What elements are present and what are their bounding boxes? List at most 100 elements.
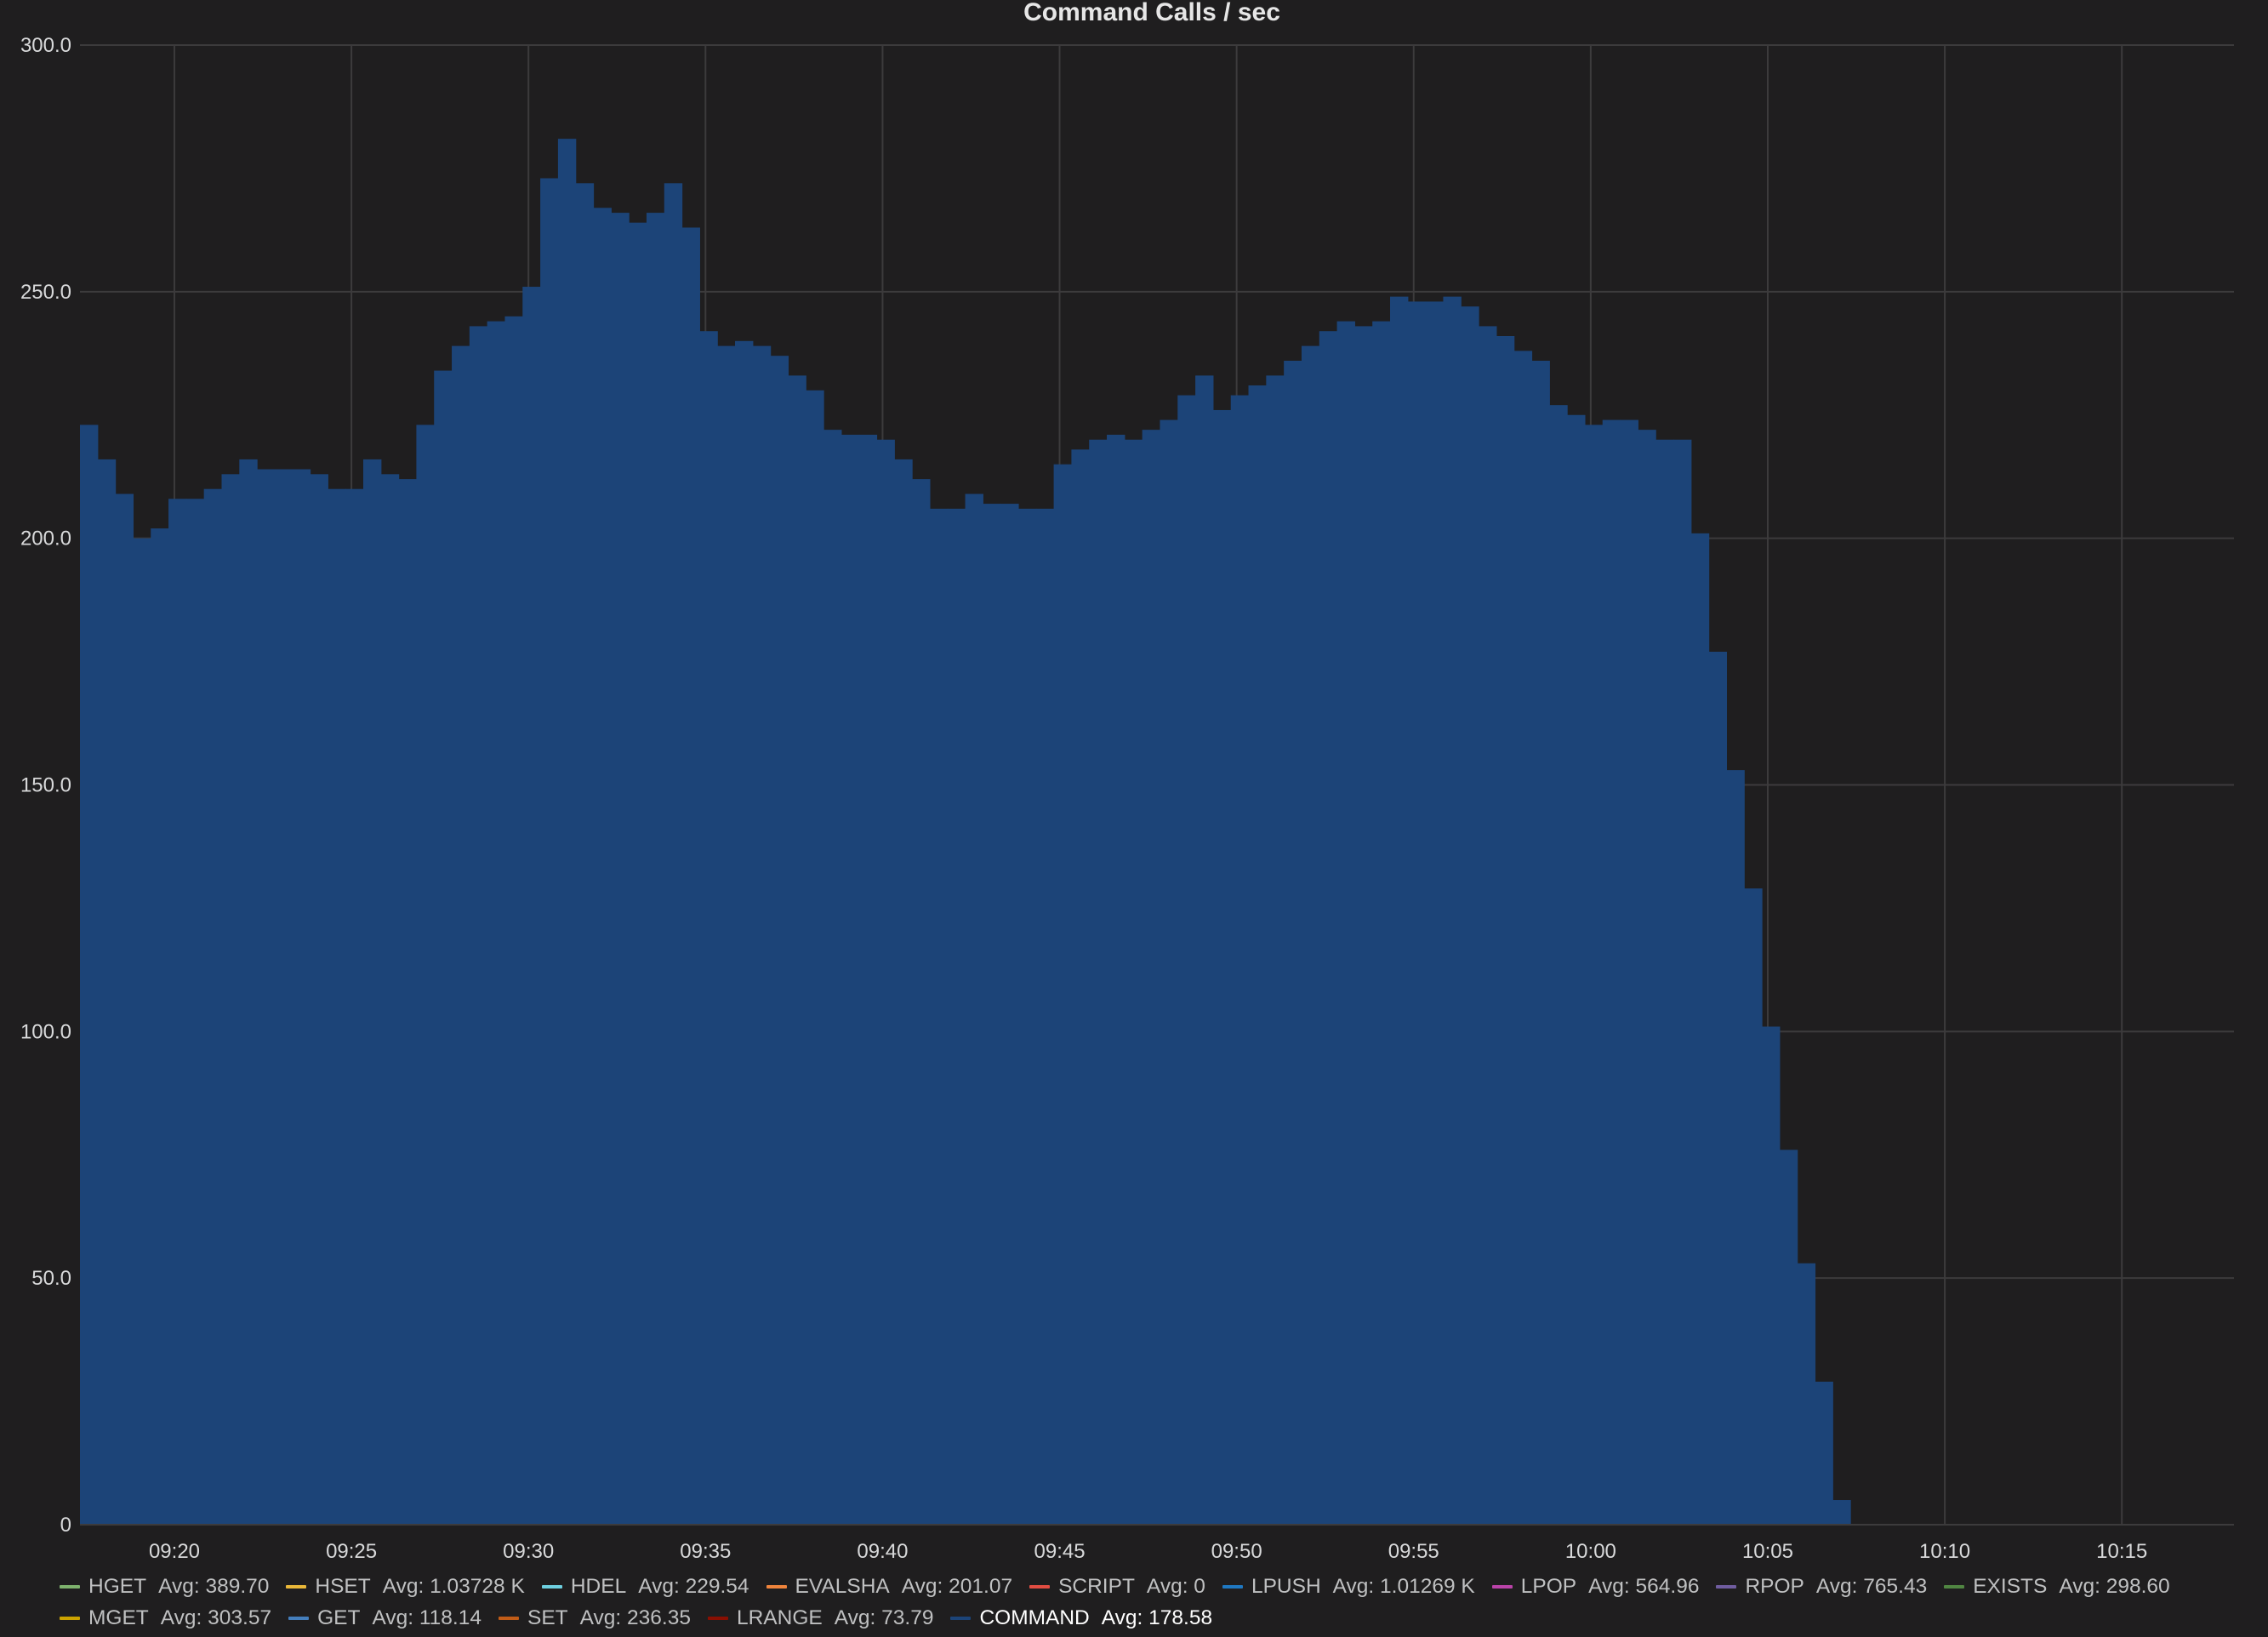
data-bar-command (185, 499, 205, 1525)
legend-series-avg: Avg: 765.43 (1815, 1574, 1928, 1598)
data-bar-command (345, 488, 364, 1526)
data-bar-command (1461, 306, 1479, 1525)
data-bar-command (1815, 1381, 1833, 1525)
data-bar-command (752, 345, 772, 1525)
data-bar-command (876, 439, 895, 1525)
data-bar-command (1354, 326, 1373, 1525)
data-bar-command (540, 178, 559, 1525)
data-bar-command (1266, 375, 1285, 1525)
data-bar-command (168, 499, 187, 1525)
y-tick-label: 50.0 (31, 1267, 71, 1290)
x-tick-label: 10:05 (1742, 1540, 1793, 1563)
legend-swatch-icon (950, 1616, 972, 1620)
data-bar-command (1195, 375, 1214, 1525)
y-tick-label: 200.0 (20, 528, 71, 550)
data-bar-command (1797, 1263, 1816, 1525)
data-bar-command (1673, 439, 1692, 1525)
x-tick-label: 09:55 (1388, 1540, 1439, 1563)
data-bar-command (416, 425, 435, 1526)
data-bar-command (575, 183, 595, 1526)
y-tick-label: 300.0 (20, 34, 71, 57)
legend-item-hset[interactable]: HSET Avg: 1.03728 K (286, 1574, 525, 1599)
data-bar-command (274, 469, 293, 1525)
data-bar-command (1425, 301, 1445, 1526)
legend: HGET Avg: 389.70 HSET Avg: 1.03728 K HDEL Avg… (60, 1571, 2237, 1634)
legend-item-lpush[interactable]: LPUSH Avg: 1.01269 K (1222, 1575, 1475, 1599)
data-bar-command (646, 213, 665, 1525)
legend-item-lrange[interactable]: LRANGE Avg: 73.79 (707, 1606, 934, 1630)
data-bar-command (97, 459, 117, 1526)
data-bar-command (681, 227, 700, 1525)
legend-swatch-icon (499, 1616, 519, 1620)
legend-series-name: HGET (88, 1574, 147, 1598)
data-bar-command (80, 425, 99, 1526)
data-bar-command (557, 139, 577, 1525)
data-bar-command (1177, 395, 1196, 1525)
legend-series-avg: Avg: 73.79 (834, 1606, 934, 1629)
data-bar-command (1212, 409, 1232, 1525)
data-bar-command (1319, 331, 1338, 1525)
data-bar-command (1479, 326, 1497, 1525)
legend-item-set[interactable]: SET Avg: 236.35 (499, 1606, 691, 1630)
data-bar-command (504, 316, 523, 1526)
data-bar-command (1690, 533, 1710, 1525)
legend-series-name: SCRIPT (1058, 1574, 1135, 1598)
data-bar-command (1142, 430, 1161, 1525)
legend-swatch-icon (1944, 1584, 1965, 1589)
data-bar-command (487, 321, 506, 1526)
data-bar-command (310, 474, 328, 1525)
data-bar-command (398, 479, 418, 1525)
legend-item-evalsha[interactable]: EVALSHA Avg: 201.07 (766, 1575, 1012, 1599)
x-tick-label: 10:00 (1565, 1540, 1616, 1563)
data-bar-command (1124, 439, 1143, 1525)
data-bar-command (151, 528, 169, 1526)
legend-series-name: LPUSH (1251, 1574, 1321, 1598)
data-bar-command (1089, 439, 1108, 1525)
x-tick-label: 10:10 (1919, 1540, 1970, 1563)
legend-series-avg: Avg: 303.57 (160, 1606, 272, 1629)
data-bar-command (664, 183, 683, 1526)
data-bar-command (841, 434, 860, 1526)
legend-series-name: HSET (315, 1574, 371, 1598)
legend-swatch-icon (766, 1584, 787, 1589)
data-bar-command (1248, 385, 1267, 1526)
legend-item-get[interactable]: GET Avg: 118.14 (288, 1606, 482, 1630)
data-bar-command (115, 493, 134, 1526)
data-bar-command (983, 504, 1001, 1525)
data-bar-command (1230, 395, 1250, 1525)
legend-series-avg: Avg: 1.01269 K (1332, 1574, 1475, 1598)
y-tick-label: 150.0 (20, 774, 71, 797)
legend-series-name: GET (317, 1606, 361, 1629)
data-bar-command (1301, 345, 1320, 1525)
legend-item-lpop[interactable]: LPOP Avg: 564.96 (1491, 1574, 1700, 1599)
data-bar-command (257, 469, 276, 1525)
legend-item-hdel[interactable]: HDEL Avg: 229.54 (541, 1574, 749, 1599)
legend-item-hget[interactable]: HGET Avg: 389.70 (60, 1575, 269, 1599)
data-bar-command (806, 390, 824, 1526)
legend-item-rpop[interactable]: RPOP Avg: 765.43 (1716, 1575, 1927, 1599)
x-tick-label: 09:25 (326, 1540, 377, 1563)
legend-item-mget[interactable]: MGET Avg: 303.57 (60, 1606, 271, 1630)
legend-series-avg: Avg: 229.54 (638, 1574, 749, 1598)
legend-item-exists[interactable]: EXISTS Avg: 298.60 (1944, 1575, 2170, 1599)
data-bar-command (717, 345, 736, 1525)
data-bar-command (629, 222, 647, 1526)
data-bar-command (1567, 414, 1586, 1525)
data-bar-command (1496, 336, 1515, 1526)
legend-series-name: RPOP (1745, 1574, 1804, 1598)
data-bar-command (1390, 296, 1409, 1525)
data-bar-command (1513, 351, 1533, 1526)
data-bar-command (1531, 360, 1550, 1525)
legend-item-command[interactable]: COMMAND Avg: 178.58 (950, 1606, 1212, 1630)
data-bar-command (1726, 770, 1745, 1525)
data-bar-command (965, 493, 983, 1526)
legend-series-avg: Avg: 1.03728 K (382, 1574, 525, 1598)
data-bar-command (593, 208, 612, 1525)
y-tick-label: 0 (60, 1514, 71, 1537)
legend-series-avg: Avg: 564.96 (1588, 1574, 1700, 1598)
legend-swatch-icon (60, 1584, 80, 1589)
legend-item-script[interactable]: SCRIPT Avg: 0 (1029, 1575, 1205, 1599)
data-bar-command (912, 479, 931, 1525)
data-bar-command (452, 345, 470, 1525)
